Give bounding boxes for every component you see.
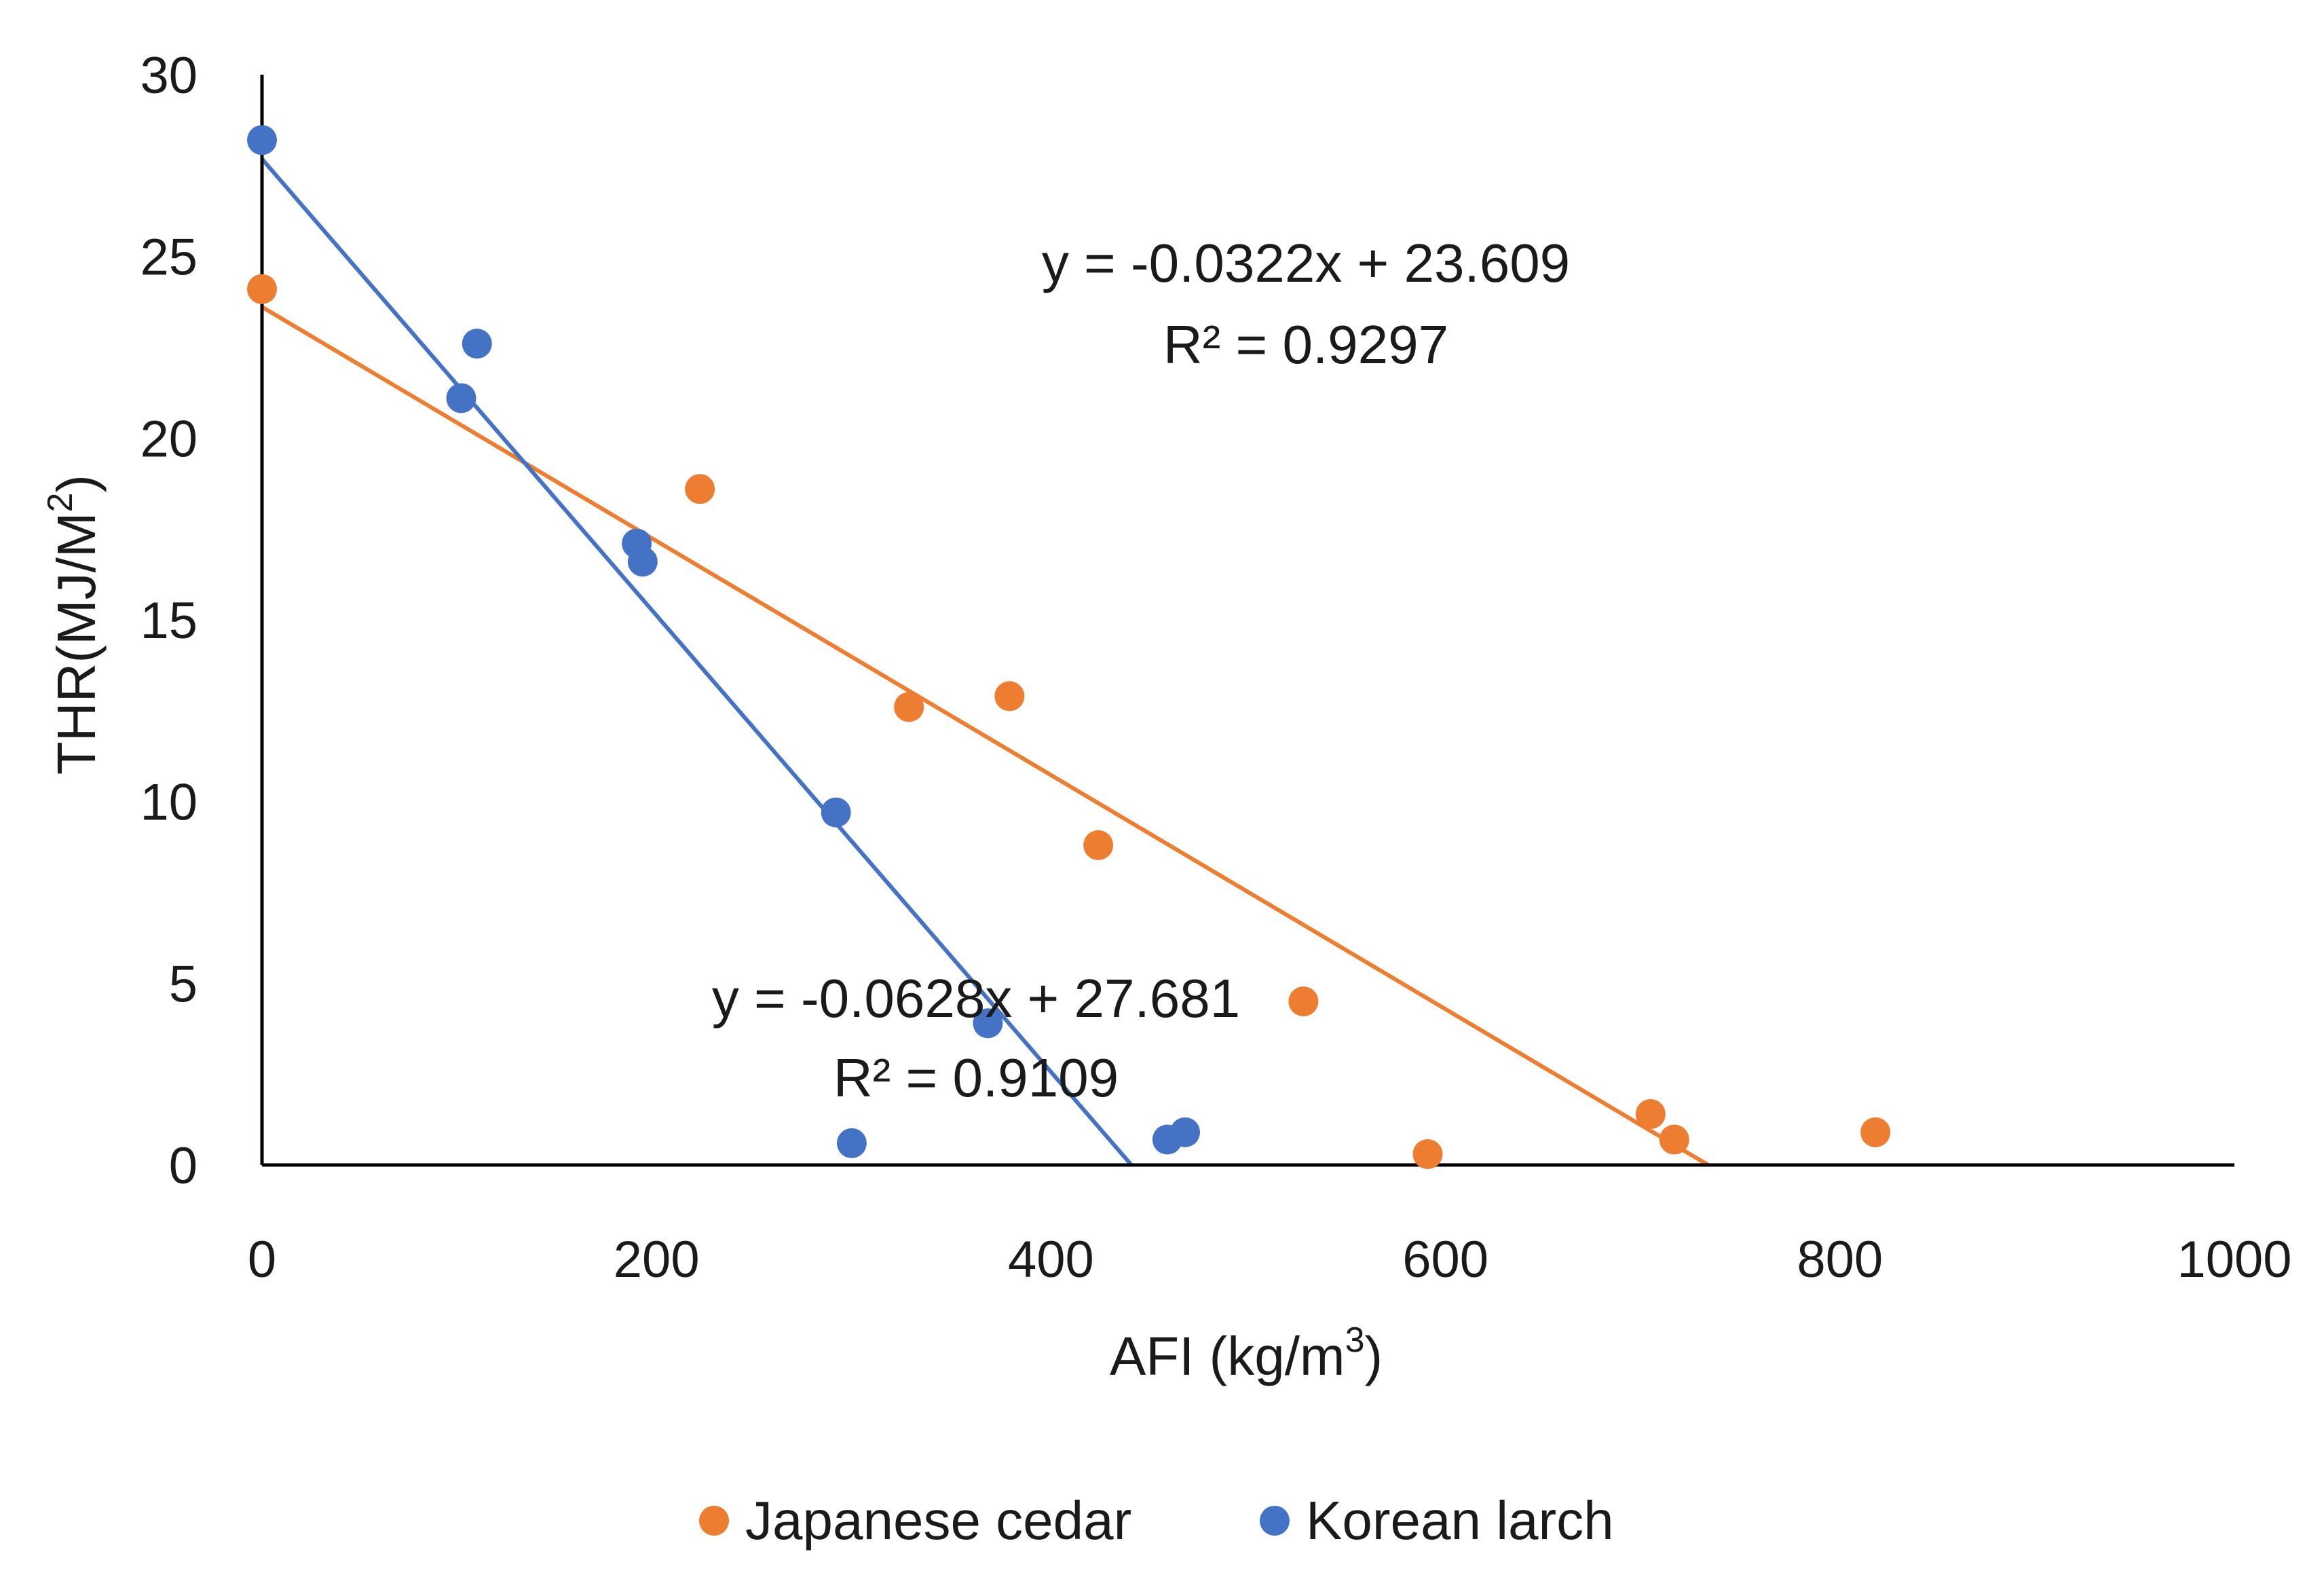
cedar-trend-equation: y = -0.0322x + 23.609 xyxy=(1042,233,1570,293)
data-points xyxy=(247,125,1891,1169)
x-tick-labels: 0 200 400 600 800 1000 xyxy=(248,1231,2292,1289)
legend: Japanese cedar Korean larch xyxy=(699,1490,1614,1551)
legend-label-korean-larch: Korean larch xyxy=(1306,1490,1614,1551)
data-point xyxy=(1635,1099,1666,1130)
axes xyxy=(260,75,2234,1167)
data-point xyxy=(1412,1139,1443,1169)
y-tick-label: 15 xyxy=(140,592,198,650)
y-tick-label: 25 xyxy=(140,229,198,286)
cedar-trend-r2: R² = 0.9297 xyxy=(1163,314,1448,375)
data-point xyxy=(973,1008,1003,1039)
data-point xyxy=(894,692,924,722)
data-point xyxy=(446,383,476,413)
legend-marker-korean-larch xyxy=(1260,1506,1290,1536)
larch-trend-r2: R² = 0.9109 xyxy=(833,1048,1119,1108)
x-axis-title: AFI (kg/m3) xyxy=(1110,1320,1383,1386)
data-point xyxy=(247,274,277,304)
data-point xyxy=(627,547,658,577)
larch-trend-equation: y = -0.0628x + 27.681 xyxy=(712,968,1240,1029)
data-point xyxy=(685,474,715,504)
x-tick-label: 200 xyxy=(614,1231,700,1289)
legend-marker-japanese-cedar xyxy=(699,1506,729,1536)
x-tick-label: 800 xyxy=(1797,1231,1883,1289)
data-point xyxy=(1860,1117,1891,1147)
data-point xyxy=(1659,1124,1689,1155)
y-axis-title: THR(MJ/M2) xyxy=(41,475,107,775)
trendline xyxy=(261,305,1710,1167)
y-tick-label: 0 xyxy=(169,1137,198,1195)
y-tick-label: 5 xyxy=(169,955,198,1013)
data-point xyxy=(1288,986,1319,1017)
data-point xyxy=(247,125,277,155)
y-tick-label: 30 xyxy=(140,47,198,105)
x-tick-label: 0 xyxy=(248,1231,276,1289)
data-point xyxy=(462,329,492,359)
trendlines xyxy=(260,158,1710,1167)
x-tick-label: 600 xyxy=(1402,1231,1488,1289)
x-tick-label: 400 xyxy=(1008,1231,1094,1289)
y-tick-label: 20 xyxy=(140,410,198,468)
y-tick-label: 10 xyxy=(140,774,198,832)
y-tick-labels: 0 5 10 15 20 25 30 xyxy=(140,47,198,1195)
data-point xyxy=(821,797,851,828)
x-tick-label: 1000 xyxy=(2177,1231,2291,1289)
legend-label-japanese-cedar: Japanese cedar xyxy=(745,1490,1131,1551)
data-point xyxy=(1170,1117,1201,1147)
data-point xyxy=(836,1128,867,1158)
trendline xyxy=(260,158,1133,1166)
data-point xyxy=(1083,830,1114,860)
data-point xyxy=(994,681,1025,711)
